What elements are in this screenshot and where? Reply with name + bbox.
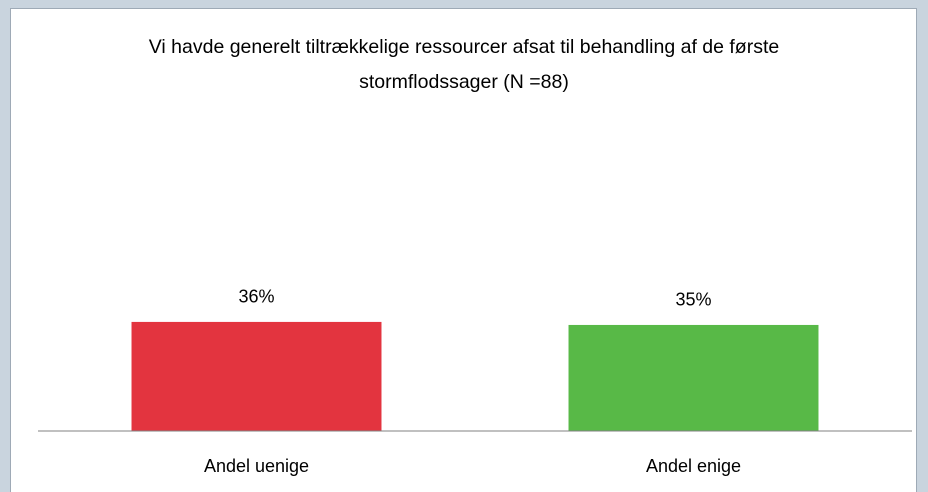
bar bbox=[568, 324, 819, 431]
bar bbox=[131, 321, 382, 431]
chart-title: Vi havde generelt tiltrækkelige ressourc… bbox=[148, 36, 780, 93]
value-label: 35% bbox=[675, 290, 711, 310]
x-tick-label: Andel enige bbox=[646, 456, 741, 476]
value-label: 36% bbox=[238, 287, 274, 307]
x-tick-label: Andel uenige bbox=[204, 456, 309, 476]
